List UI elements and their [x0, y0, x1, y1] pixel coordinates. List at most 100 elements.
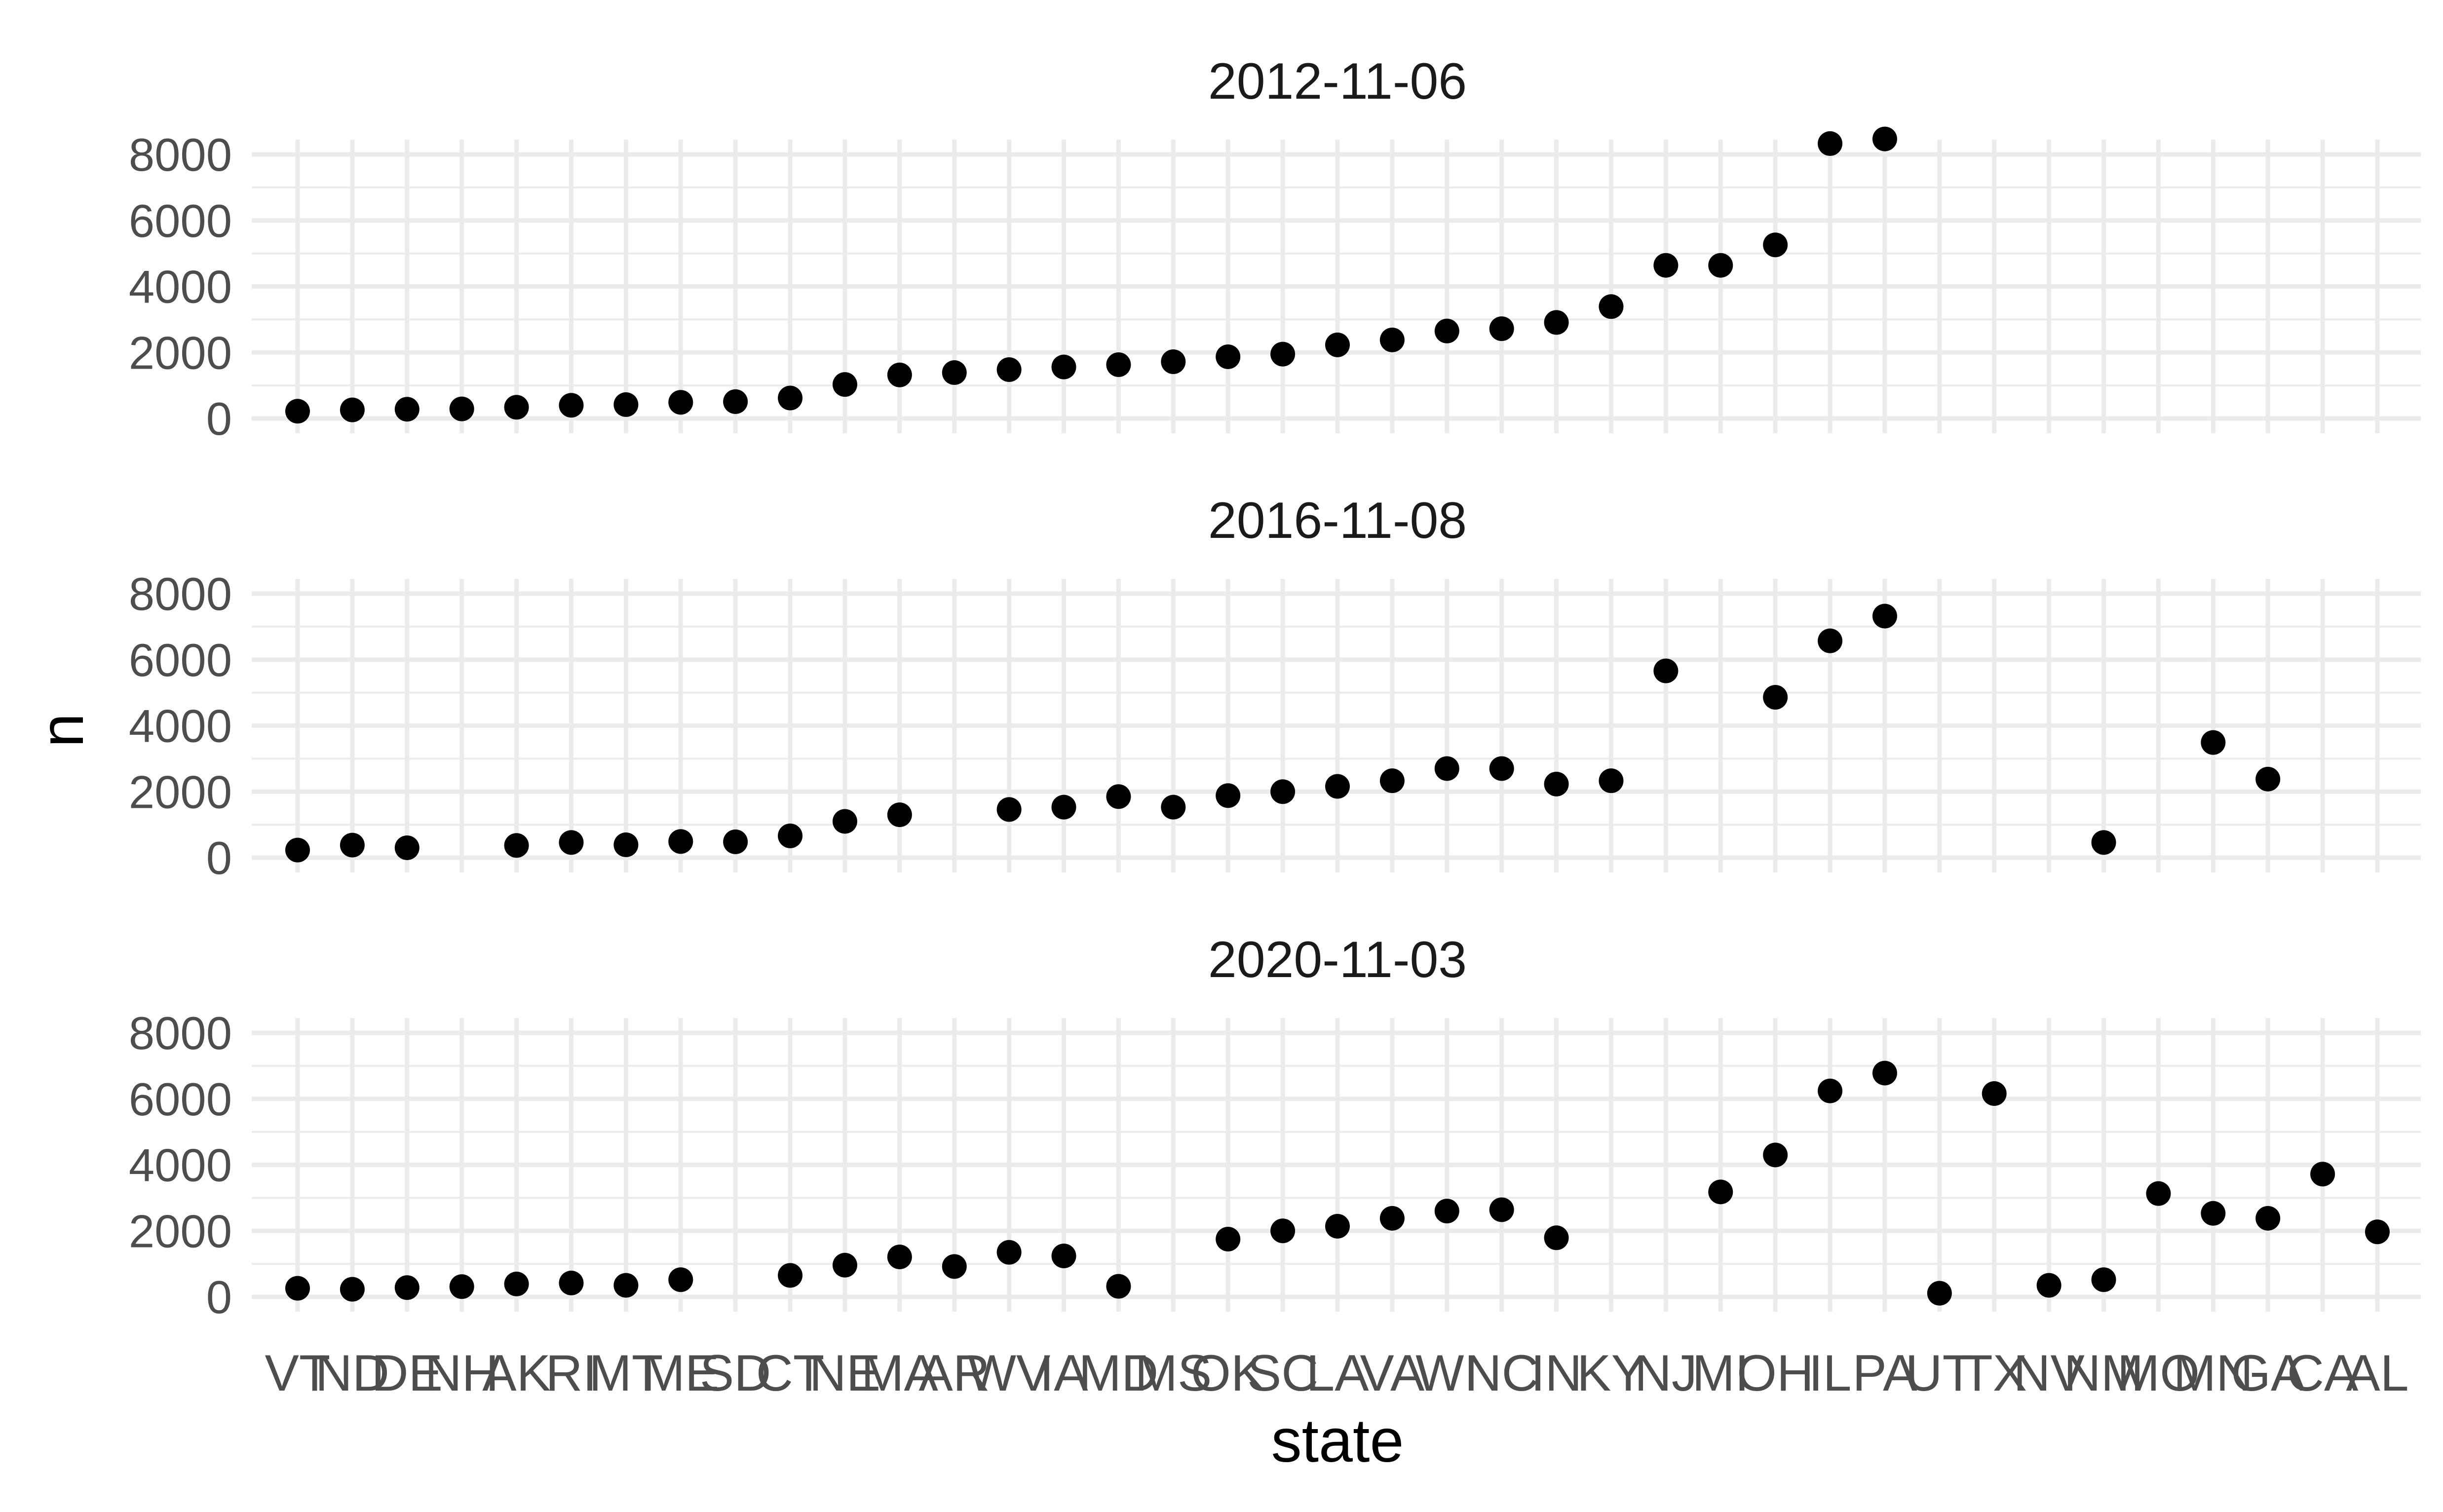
x-tick-label: NV: [2013, 1345, 2084, 1402]
point-PA: [1872, 126, 1897, 151]
y-tick-label: 8000: [129, 129, 232, 181]
x-tick-label: IL: [1809, 1345, 1852, 1402]
point-KY: [1599, 768, 1624, 794]
y-tick-label: 4000: [129, 1139, 232, 1191]
point-CA: [2310, 1162, 2335, 1187]
point-NE: [832, 809, 857, 834]
y-tick-label: 2000: [129, 327, 232, 378]
y-tick-label: 6000: [129, 195, 232, 247]
point-NJ: [1653, 253, 1679, 278]
point-NC: [1489, 1197, 1514, 1222]
point-NJ: [1653, 658, 1679, 683]
x-tick-label: TX: [1961, 1345, 2027, 1402]
point-VT: [285, 1276, 310, 1301]
x-tick-label: WV: [968, 1345, 1051, 1402]
point-CT: [778, 823, 803, 848]
x-tick-label: UT: [1906, 1345, 1974, 1402]
point-IL: [1818, 131, 1843, 156]
x-tick-label: AK: [482, 1345, 551, 1402]
point-MI: [1708, 1179, 1733, 1205]
point-IA: [1051, 1244, 1076, 1269]
x-tick-label: IN: [1531, 1345, 1582, 1402]
point-WI: [1434, 756, 1459, 781]
x-tick-label: CA: [2287, 1345, 2359, 1402]
point-MS: [1161, 349, 1186, 374]
x-tick-label: MS: [1135, 1345, 1212, 1402]
x-tick-label: NH: [425, 1345, 499, 1402]
point-NH: [449, 396, 474, 421]
point-MA: [887, 362, 912, 387]
point-NE: [832, 1252, 857, 1278]
x-tick-label: DE: [372, 1345, 443, 1402]
point-PA: [1872, 604, 1897, 629]
x-tick-label: MA: [861, 1345, 939, 1402]
point-MD: [1106, 784, 1131, 809]
point-LA: [1325, 774, 1350, 799]
x-tick-label: SC: [1247, 1345, 1318, 1402]
point-OK: [1216, 344, 1241, 369]
y-tick-label: 4000: [129, 700, 232, 752]
y-tick-label: 4000: [129, 261, 232, 313]
x-tick-label: PA: [1852, 1345, 1917, 1402]
point-MS: [1161, 794, 1186, 820]
y-tick-label: 6000: [129, 1073, 232, 1125]
x-tick-label: VA: [1360, 1345, 1425, 1402]
x-tick-label: NC: [1465, 1345, 1539, 1402]
point-IA: [1051, 354, 1076, 379]
point-VT: [285, 399, 310, 424]
point-ND: [340, 832, 365, 858]
point-NE: [832, 372, 857, 397]
point-ND: [340, 1277, 365, 1302]
point-RI: [559, 830, 584, 855]
point-RI: [559, 1270, 584, 1295]
point-WI: [1434, 318, 1459, 343]
point-LA: [1325, 332, 1350, 357]
point-VA: [1379, 1206, 1405, 1231]
y-tick-label: 2000: [129, 766, 232, 818]
point-GA: [2255, 1206, 2281, 1231]
x-tick-label: MD: [1079, 1345, 1159, 1402]
y-tick-label: 8000: [129, 568, 232, 620]
point-LA: [1325, 1213, 1350, 1239]
point-VT: [285, 837, 310, 863]
panel-2016-11-08: 2016-11-08 0 2000 4000 6000 8000: [129, 492, 2421, 884]
point-WV: [996, 797, 1022, 822]
point-ME: [668, 829, 693, 854]
y-tick-label: 0: [206, 832, 232, 884]
point-OH: [1763, 684, 1788, 710]
y-tick-label: 6000: [129, 634, 232, 686]
point-UT: [1927, 1281, 1952, 1306]
y-tick-label: 0: [206, 393, 232, 445]
x-tick-label: AR: [918, 1345, 990, 1402]
point-IL: [1818, 1078, 1843, 1103]
x-tick-label: ND: [315, 1345, 389, 1402]
point-ME: [668, 1267, 693, 1292]
x-tick-label: NE: [809, 1345, 880, 1402]
point-IL: [1818, 628, 1843, 653]
point-MD: [1106, 1274, 1131, 1299]
point-IN: [1544, 310, 1569, 335]
x-axis-title: state: [1271, 1407, 1404, 1475]
point-MI: [1708, 253, 1733, 278]
x-tick-label: OH: [1737, 1345, 1814, 1402]
x-tick-label: MN: [2173, 1345, 2253, 1402]
point-MT: [613, 1273, 639, 1298]
point-SC: [1270, 1218, 1296, 1244]
point-NC: [1489, 756, 1514, 781]
point-MT: [613, 832, 639, 857]
x-tick-label: AL: [2346, 1345, 2408, 1402]
x-tick-label: WI: [1415, 1345, 1478, 1402]
y-tick-label: 0: [206, 1271, 232, 1323]
x-tick-label: MO: [2117, 1345, 2200, 1402]
point-OH: [1763, 1142, 1788, 1168]
point-TX: [1982, 1081, 2007, 1106]
point-DE: [394, 397, 420, 422]
point-WV: [996, 1240, 1022, 1265]
point-NH: [449, 1274, 474, 1299]
point-RI: [559, 393, 584, 418]
panel-2012-11-06: 2012-11-06 0 2000 4000 6000 8000: [129, 53, 2421, 445]
x-tick-label: NJ: [1635, 1345, 1697, 1402]
point-MA: [887, 1245, 912, 1270]
point-AK: [504, 833, 529, 858]
